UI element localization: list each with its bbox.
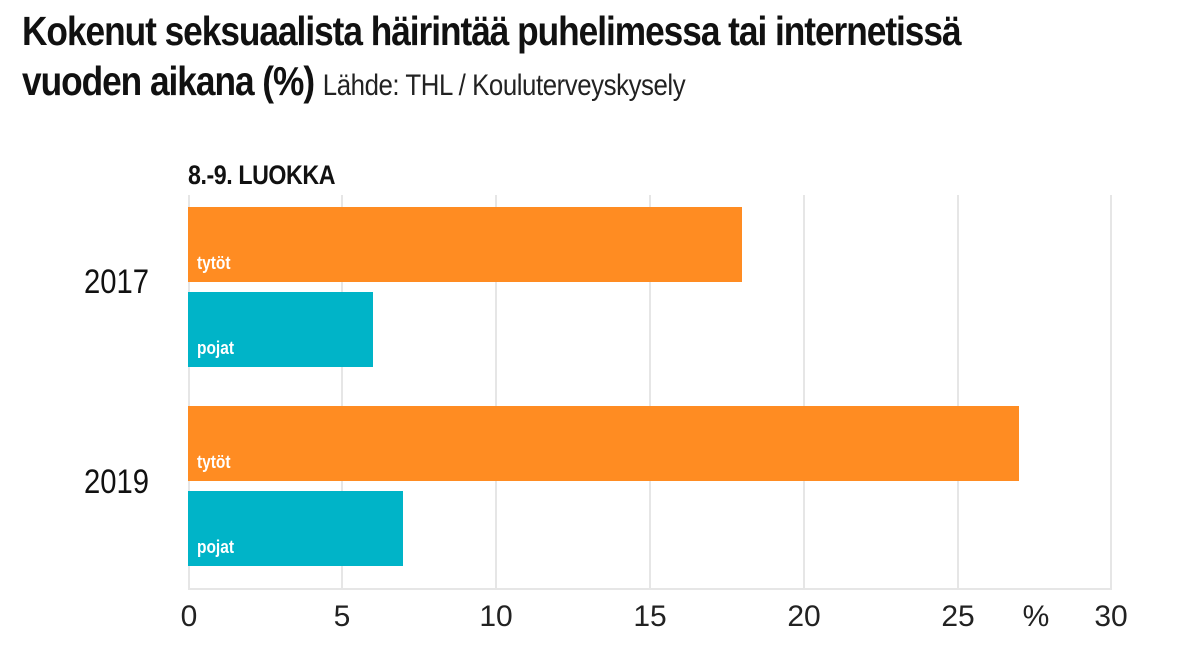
bar-label: pojat: [197, 537, 234, 557]
y-tick-2017: 2017: [84, 263, 150, 301]
x-tick-20: 20: [787, 600, 821, 633]
bar-2017-pojat: pojat: [188, 292, 373, 367]
x-unit-label: %: [1022, 600, 1050, 633]
x-tick-30: 30: [1094, 600, 1128, 633]
panel-label: 8.-9. LUOKKA: [188, 160, 336, 190]
chart-title: Kokenut seksuaalista häirintää puhelimes…: [22, 6, 1028, 111]
bar-label: pojat: [197, 338, 234, 358]
x-axis-line: [188, 588, 1112, 590]
source-note: Lähde: THL / Kouluterveyskysely: [322, 69, 686, 102]
x-tick-10: 10: [479, 600, 513, 633]
gridline-10: [495, 195, 497, 590]
gridline-25: [957, 195, 959, 590]
bar-label: tytöt: [197, 452, 231, 472]
bar-2017-tytot: tytöt: [188, 207, 742, 282]
bar-2019-tytot: tytöt: [188, 406, 1019, 481]
gridline-5: [341, 195, 343, 590]
bar-2019-pojat: pojat: [188, 491, 403, 566]
bar-label: tytöt: [197, 253, 231, 273]
x-tick-5: 5: [333, 600, 351, 633]
x-tick-15: 15: [633, 600, 667, 633]
x-tick-0: 0: [180, 600, 198, 633]
plot-area: tytöt pojat tytöt pojat: [188, 195, 1112, 590]
title-line-2: vuoden aikana (%): [22, 58, 315, 104]
y-tick-2019: 2019: [84, 463, 150, 501]
title-line-1: Kokenut seksuaalista häirintää puhelimes…: [22, 8, 962, 54]
gridline-30: [1110, 195, 1112, 590]
x-tick-25: 25: [941, 600, 975, 633]
gridline-20: [803, 195, 805, 590]
gridline-15: [649, 195, 651, 590]
gridline-0: [188, 195, 190, 590]
